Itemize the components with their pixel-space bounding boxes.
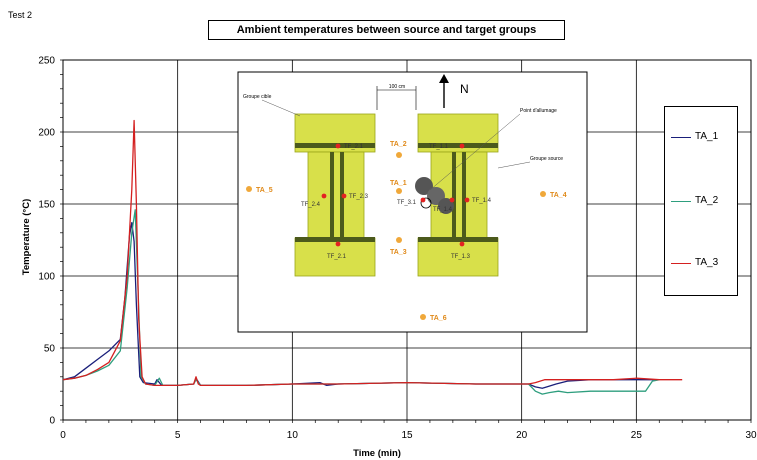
tf-point-label: TF_2.1 bbox=[327, 254, 347, 260]
y-tick-label: 150 bbox=[38, 200, 55, 211]
ignition-smoke-3 bbox=[438, 198, 454, 214]
legend-swatch-ta2 bbox=[671, 201, 691, 202]
tf-point-label: TF_1.4 bbox=[433, 207, 453, 213]
target-post-left bbox=[330, 152, 334, 238]
source-block-bottom bbox=[417, 237, 499, 277]
y-tick-label: 100 bbox=[38, 272, 55, 283]
inset-width-label: 100 cm bbox=[389, 84, 405, 90]
tf-point-marker bbox=[459, 241, 465, 247]
x-tick-label: 25 bbox=[631, 430, 643, 441]
y-tick-label: 250 bbox=[38, 56, 55, 67]
ta-point-marker bbox=[396, 237, 402, 243]
inset-source-group-label: Groupe source bbox=[530, 156, 563, 162]
ta-point-marker bbox=[396, 152, 402, 158]
x-tick-label: 15 bbox=[401, 430, 413, 441]
tf-point-label: TF_1.4 bbox=[472, 198, 492, 204]
inset-ignition-label: Point d'allumage bbox=[520, 108, 557, 114]
x-tick-label: 5 bbox=[175, 430, 181, 441]
target-group-leader bbox=[261, 99, 301, 117]
legend-label-ta2: TA_2 bbox=[695, 195, 719, 206]
ta-point-label: TA_6 bbox=[430, 315, 447, 322]
legend-swatch-ta1 bbox=[671, 137, 691, 138]
tf-point-label: TF_2.4 bbox=[301, 202, 321, 208]
ignition-point-marker bbox=[420, 197, 432, 209]
source-group-leader bbox=[497, 161, 531, 169]
y-tick-label: 200 bbox=[38, 128, 55, 139]
ta-point-label: TA_4 bbox=[550, 192, 567, 199]
x-tick-label: 0 bbox=[60, 430, 66, 441]
y-tick-label: 0 bbox=[49, 416, 55, 427]
ta-point-label: TA_1 bbox=[390, 180, 407, 187]
source-post-right bbox=[462, 152, 466, 238]
target-block-bottom bbox=[294, 237, 376, 277]
legend-label-ta3: TA_3 bbox=[695, 257, 719, 268]
plot-area-frame bbox=[62, 59, 752, 421]
ta-point-label: TA_2 bbox=[390, 141, 407, 148]
ta-point-marker bbox=[246, 186, 252, 192]
source-beam-top bbox=[418, 143, 498, 148]
tf-point-label: TF_1.1 bbox=[429, 144, 449, 150]
x-tick-label: 20 bbox=[516, 430, 528, 441]
tf-point-marker bbox=[464, 197, 470, 203]
target-beam-top bbox=[295, 143, 375, 148]
tf-point-marker bbox=[321, 193, 327, 199]
series-line-ta3 bbox=[62, 119, 683, 387]
ignition-leader bbox=[429, 113, 521, 191]
page-label: Test 2 bbox=[8, 10, 33, 20]
y-tick-label: 50 bbox=[44, 344, 56, 355]
legend-label-ta1: TA_1 bbox=[695, 131, 719, 142]
tf-point-marker bbox=[420, 197, 426, 203]
ta-point-label: TA_5 bbox=[256, 187, 273, 194]
ta-point-marker bbox=[420, 314, 426, 320]
target-beam-bottom bbox=[295, 237, 375, 242]
tf-point-marker bbox=[459, 143, 465, 149]
x-axis-label: Time (min) bbox=[353, 448, 401, 459]
inset-target-group-label: Groupe cible bbox=[243, 94, 272, 100]
ta-point-label: TA_3 bbox=[390, 249, 407, 256]
ignition-smoke-1 bbox=[415, 177, 433, 195]
chart-title: Ambient temperatures between source and … bbox=[208, 20, 565, 40]
source-beam-bottom bbox=[418, 237, 498, 242]
legend: TA_1 TA_2 TA_3 bbox=[664, 106, 738, 296]
tf-point-marker bbox=[335, 241, 341, 247]
target-block-middle bbox=[307, 151, 365, 239]
tf-point-label: TF_3.1 bbox=[397, 200, 417, 206]
north-label: N bbox=[460, 82, 469, 96]
legend-swatch-ta3 bbox=[671, 263, 691, 264]
ta-point-marker bbox=[396, 188, 402, 194]
tf-point-label: TF_1.3 bbox=[451, 254, 471, 260]
tf-point-label: TF_2.3 bbox=[349, 194, 369, 200]
x-tick-label: 30 bbox=[745, 430, 757, 441]
y-axis-label: Temperature (°C) bbox=[21, 199, 32, 275]
tf-point-label: TF_2.1 bbox=[344, 144, 364, 150]
tf-point-marker bbox=[341, 193, 347, 199]
x-tick-label: 10 bbox=[287, 430, 299, 441]
north-arrow-head bbox=[439, 74, 449, 83]
tf-point-marker bbox=[335, 143, 341, 149]
tf-point-marker bbox=[449, 197, 455, 203]
ta-point-marker bbox=[540, 191, 546, 197]
source-post-left bbox=[452, 152, 456, 238]
